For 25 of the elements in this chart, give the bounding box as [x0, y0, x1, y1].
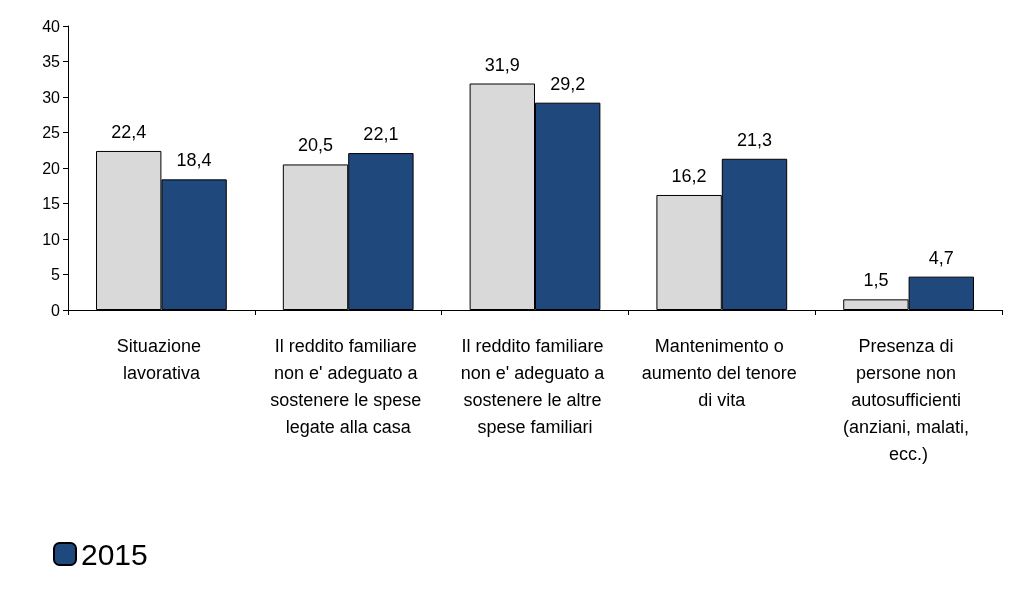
data-label: 31,9: [484, 54, 520, 75]
x-tick-label: Situazione lavorativa: [116, 335, 206, 383]
data-label: 4,7: [928, 247, 954, 268]
legend-label: 2015: [81, 537, 148, 571]
y-tick-label: 15: [42, 195, 61, 212]
data-label: 29,2: [550, 73, 586, 94]
data-label: 1,5: [863, 270, 889, 291]
data-label: 20,5: [297, 135, 334, 156]
x-tick-label: Presenza di persone non autosufficienti (anziani, malati, ecc.): [843, 335, 975, 464]
y-tick-label: 25: [42, 124, 61, 141]
data-label: 16,2: [671, 165, 707, 186]
y-tick-label: 10: [42, 230, 61, 248]
data-label: 21,3: [736, 129, 773, 150]
y-tick-label: 30: [42, 88, 61, 106]
x-tick-label: Il reddito familiare non e' adeguato a sostenere le spese legate alla casa: [270, 335, 427, 437]
data-label: 22,4: [111, 121, 147, 142]
data-label: 18,4: [176, 150, 212, 171]
x-tick-label: Mantenimento o aumento del tenore di vita: [641, 335, 802, 410]
y-tick-label: 5: [51, 266, 61, 283]
y-tick-label: 35: [42, 53, 61, 70]
data-label: 22,1: [363, 124, 399, 145]
y-tick-label: 0: [51, 301, 61, 319]
y-tick-label: 20: [42, 159, 61, 177]
x-tick-label: Il reddito familiare non e' adeguato a sostenere le altre spese familiari: [460, 335, 610, 437]
y-tick-label: 40: [42, 17, 61, 35]
